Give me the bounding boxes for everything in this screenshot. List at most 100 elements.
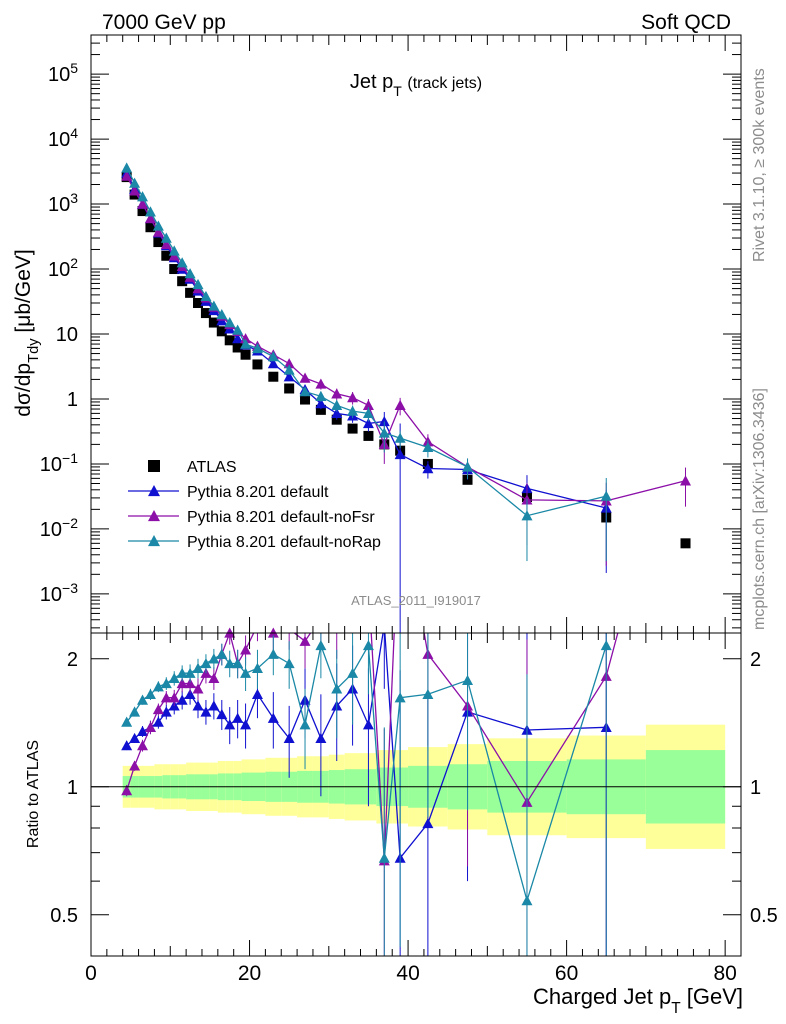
ratio-point-series-2 [299, 635, 311, 646]
data-atlas-point [200, 308, 211, 319]
ratio-point-series-3 [347, 667, 359, 678]
point-series-3 [521, 510, 533, 521]
legend-marker-atlas [148, 460, 160, 472]
ratio-point-series-3 [283, 657, 295, 669]
ratio-point-series-3 [378, 852, 390, 863]
data-atlas-point [185, 287, 196, 298]
point-series-2 [394, 399, 406, 410]
ratio-point-series-3 [362, 639, 374, 651]
point-series-3 [331, 399, 343, 410]
ratio-point-series-3 [315, 639, 327, 651]
ratio-point-series-3 [462, 674, 474, 686]
point-series-1 [362, 417, 374, 429]
point-series-2 [331, 388, 343, 399]
legend-marker [148, 485, 160, 497]
point-series-2 [283, 358, 295, 369]
mcplots-label: mcplots.cern.ch [arXiv:1306.3436] [751, 388, 768, 630]
point-series-1 [315, 398, 327, 409]
ratio-point-series-1 [192, 700, 204, 711]
point-series-3 [267, 351, 279, 362]
ratio-point-series-2 [129, 760, 141, 771]
x-tick-label: 20 [238, 962, 261, 985]
point-series-3 [394, 432, 406, 443]
line-series-1 [126, 172, 607, 509]
point-series-3 [160, 232, 172, 243]
point-series-1 [283, 371, 295, 382]
point-series-3 [362, 407, 374, 419]
point-series-3 [176, 257, 188, 268]
point-series-2 [315, 378, 327, 389]
point-series-2 [121, 170, 133, 181]
legend-entry-0: ATLAS [187, 459, 237, 476]
point-series-3 [462, 461, 474, 472]
point-series-1 [267, 358, 279, 369]
ratio-point-series-3 [129, 706, 141, 717]
ratio-point-series-3 [232, 657, 244, 669]
point-series-3 [251, 342, 263, 354]
ratio-point-series-3 [176, 667, 188, 678]
point-series-3 [600, 490, 612, 501]
ratio-point-series-1 [422, 817, 434, 829]
ratio-point-series-3 [521, 895, 533, 906]
point-series-3 [121, 162, 133, 173]
ratio-point-series-1 [240, 719, 252, 730]
plot-title: Jet pT (track jets) [350, 71, 482, 99]
legend-entry-2: Pythia 8.201 default-noFsr [187, 509, 375, 526]
y-tick-label-main: 1 [67, 389, 78, 411]
point-series-3 [299, 386, 311, 397]
point-series-2 [347, 392, 359, 403]
data-atlas-point [268, 371, 279, 382]
ratio-point-series-1 [208, 700, 220, 711]
data-atlas-point [193, 298, 204, 309]
ratio-point-series-2 [121, 785, 133, 796]
point-series-2 [137, 198, 149, 209]
y-tick-label-main: 104 [48, 125, 78, 151]
tick-labels: 0 20 40 60 80 10−3 10−2 10−1 1 10 102 103 104 105 0.5 0… [40, 60, 778, 985]
point-series-3 [208, 300, 220, 311]
y-tick-label-ratio: 0.5 [50, 905, 78, 927]
x-tick-label: 40 [396, 962, 419, 985]
point-series-3 [422, 441, 434, 453]
y-axis-label-ratio: Ratio to ATLAS [25, 740, 42, 848]
ratio-point-series-1 [216, 708, 228, 720]
ratio-point-series-3 [144, 688, 156, 700]
point-series-1 [331, 407, 343, 419]
data-atlas-point [224, 335, 235, 346]
y-tick-label-ratio: 1 [67, 777, 78, 799]
ratio-point-series-3 [299, 719, 311, 730]
ratio-point-series-2 [168, 692, 180, 703]
point-series-3 [129, 177, 141, 188]
ratio-point-series-3 [160, 677, 172, 689]
analysis-label: ATLAS_2011_I919017 [351, 593, 481, 608]
point-series-1 [422, 463, 434, 474]
ratio-point-series-2 [184, 677, 196, 689]
ratio-point-series-3 [267, 648, 279, 659]
ratio-point-series-2 [160, 692, 172, 703]
ratio-point-series-3 [216, 648, 228, 659]
point-series-2 [144, 212, 156, 224]
ratio-point-series-3 [184, 667, 196, 678]
point-series-3 [216, 308, 228, 320]
point-series-2 [129, 185, 141, 196]
data-atlas-point [208, 317, 219, 328]
point-series-1 [378, 416, 390, 427]
y-axis-label-main: dσ/dpTdy [μb/GeV] [12, 249, 42, 416]
ratio-point-series-2 [137, 740, 149, 751]
point-series-3 [184, 268, 196, 279]
y-tick-label-main: 103 [48, 190, 78, 216]
y-tick-label-main: 102 [48, 255, 78, 281]
y-tick-label-main: 10−2 [40, 515, 78, 541]
ratio-point-series-3 [137, 694, 149, 705]
point-series-3 [152, 220, 164, 231]
point-series-3 [232, 324, 244, 335]
y-tick-label-ratio-right: 1 [750, 777, 761, 799]
ratio-point-series-1 [224, 719, 236, 730]
y-tick-label-main: 10 [56, 324, 78, 346]
ratio-plot-frame [90, 632, 742, 957]
ratio-point-series-1 [362, 719, 374, 730]
ratio-point-series-1 [137, 725, 149, 737]
ratio-point-series-3 [200, 657, 212, 669]
data-atlas-point [137, 206, 148, 217]
legend-entry-1: Pythia 8.201 default [187, 484, 329, 501]
